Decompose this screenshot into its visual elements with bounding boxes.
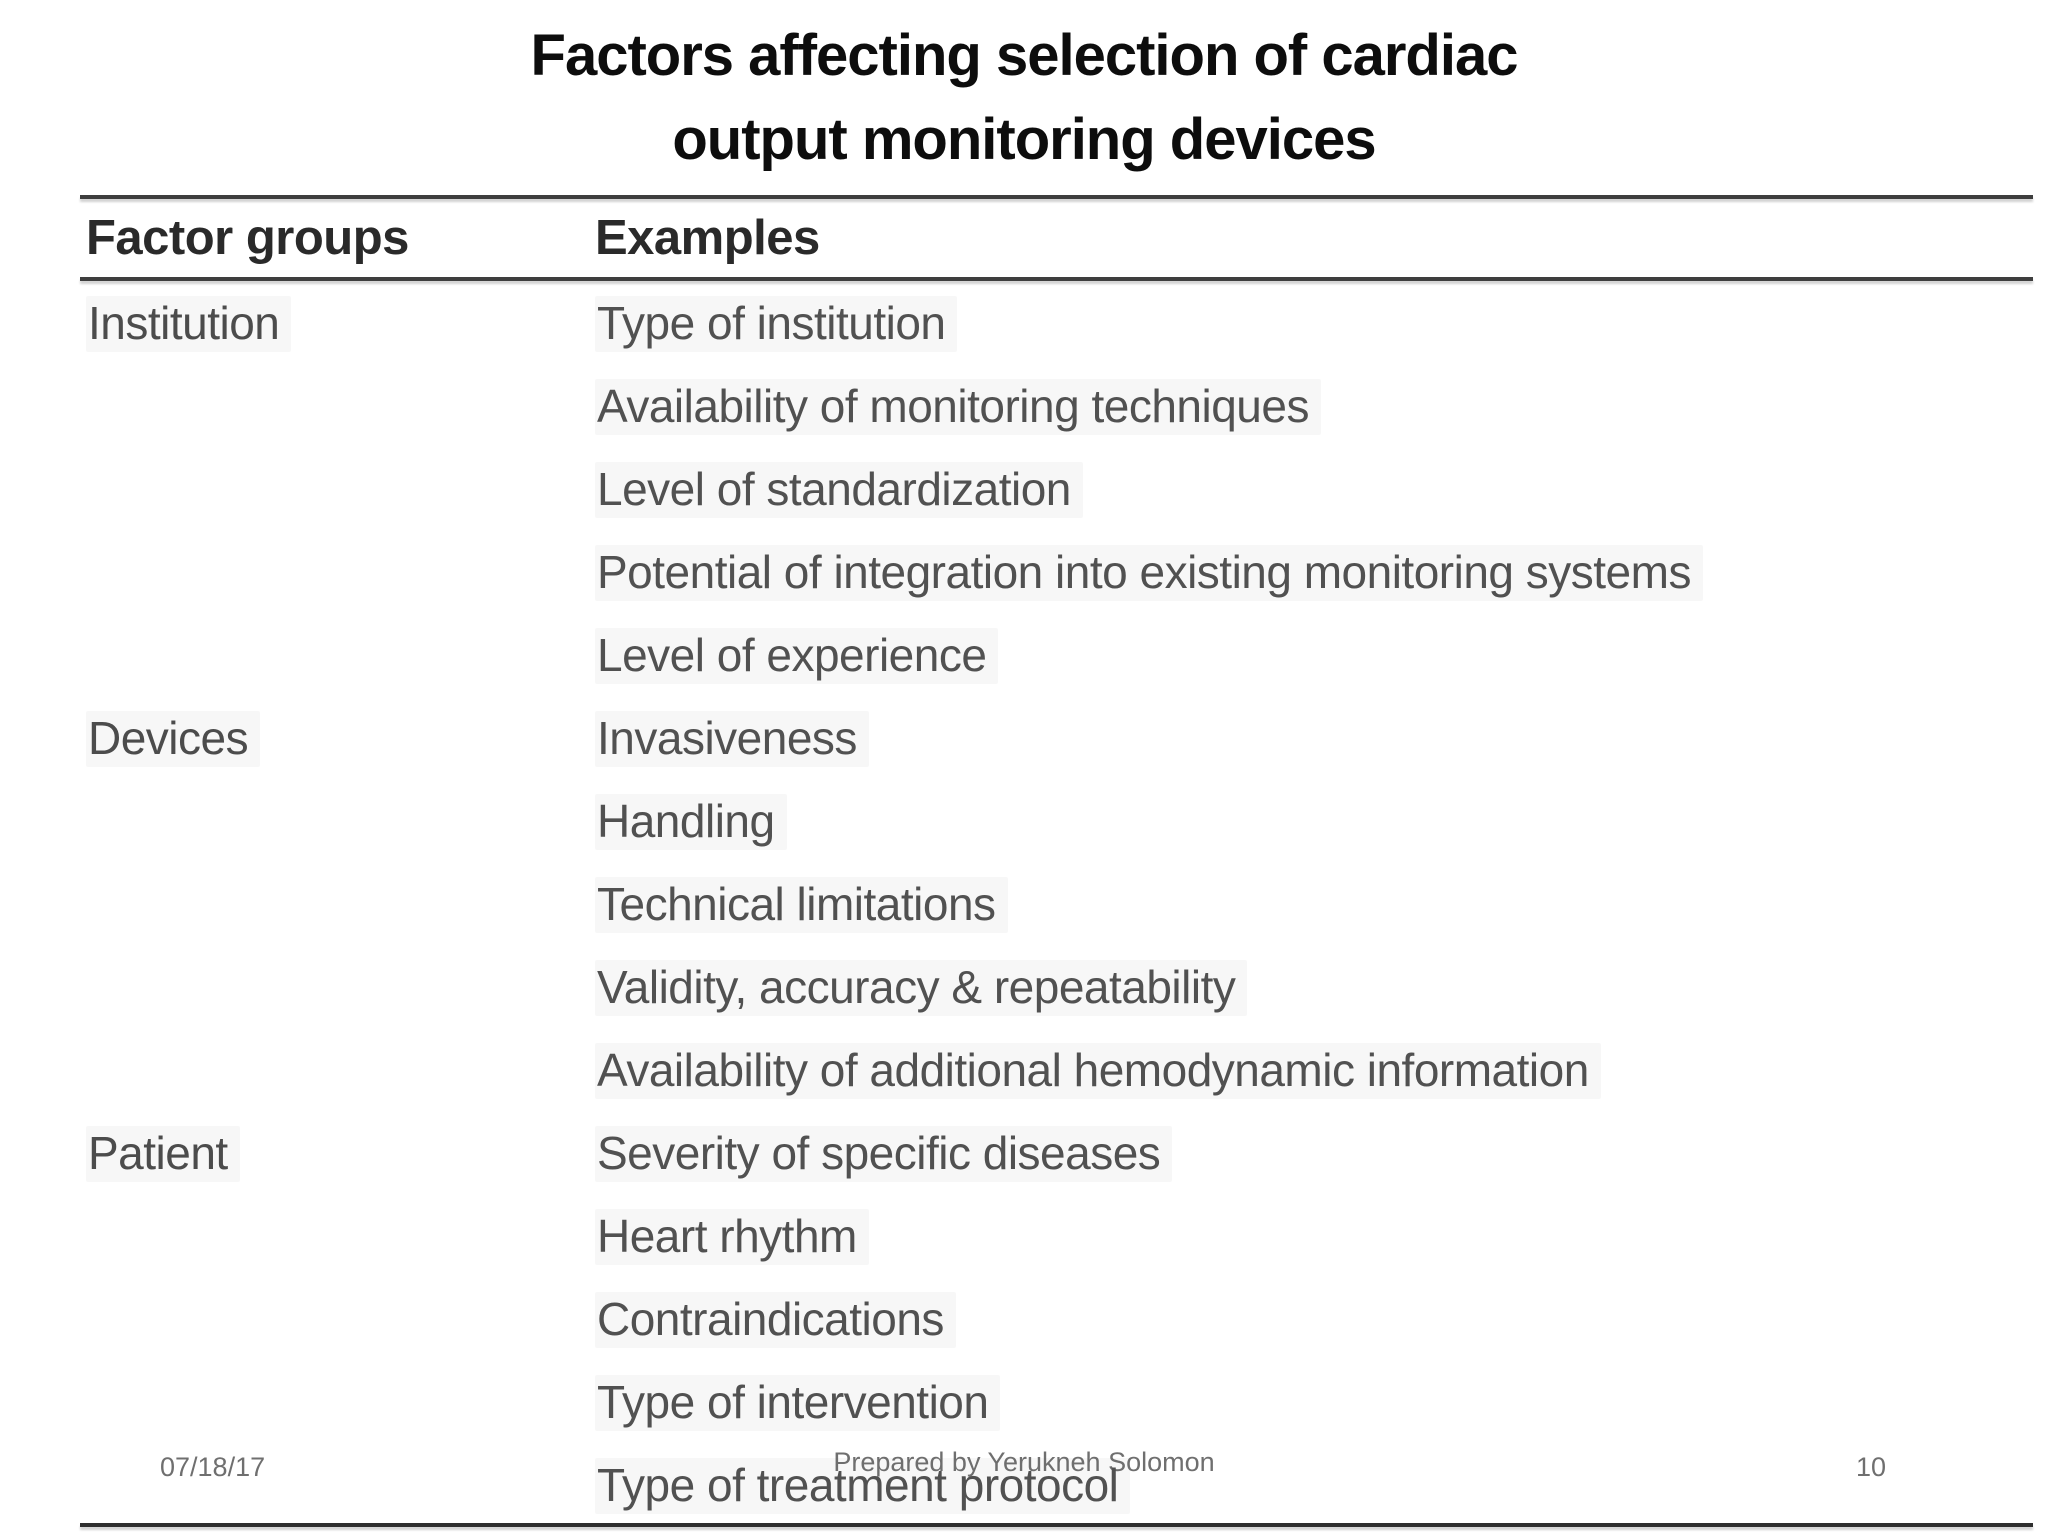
slide-title-line-1: Factors affecting selection of cardiac (530, 23, 1519, 88)
example-cell: Availability of monitoring techniques (595, 378, 2033, 435)
footer-page-number: 10 (1855, 1452, 1886, 1482)
table-row: Type of treatment protocol (80, 1443, 2033, 1526)
example-label: Handling (595, 793, 787, 850)
table-row: Level of experience (80, 613, 2033, 696)
column-header-examples: Examples (595, 211, 820, 265)
factor-group-cell: Patient (80, 1125, 595, 1182)
table-body: Institution Type of institution Availabi… (80, 281, 2033, 1526)
table-row: Level of standardization (80, 447, 2033, 530)
table-rule-top (80, 195, 2033, 199)
example-label: Type of treatment protocol (595, 1457, 1131, 1514)
example-label: Level of standardization (595, 461, 1083, 518)
example-label: Type of intervention (595, 1374, 1001, 1431)
example-cell: Validity, accuracy & repeatability (595, 959, 2033, 1016)
table-row: Technical limitations (80, 862, 2033, 945)
example-cell: Potential of integration into existing m… (595, 544, 2033, 601)
example-label: Technical limitations (595, 876, 1008, 933)
factor-group-label: Patient (86, 1125, 240, 1182)
factor-group-label: Devices (86, 710, 261, 767)
column-header-factor-groups: Factor groups (86, 211, 409, 265)
example-cell: Level of standardization (595, 461, 2033, 518)
example-cell: Handling (595, 793, 2033, 850)
table-row: Contraindications (80, 1277, 2033, 1360)
footer-credit: Prepared by Yerukneh Solomon (833, 1447, 1215, 1477)
example-label: Availability of additional hemodynamic i… (595, 1042, 1601, 1099)
example-label: Invasiveness (595, 710, 869, 767)
table-rule-bottom (80, 1523, 2033, 1527)
example-label: Potential of integration into existing m… (595, 544, 1703, 601)
example-cell: Invasiveness (595, 710, 2033, 767)
example-label: Validity, accuracy & repeatability (595, 959, 1248, 1016)
example-cell: Heart rhythm (595, 1208, 2033, 1265)
example-cell: Contraindications (595, 1291, 2033, 1348)
table-row: Potential of integration into existing m… (80, 530, 2033, 613)
example-cell: Type of institution (595, 295, 2033, 352)
example-label: Availability of monitoring techniques (595, 378, 1321, 435)
slide-title-line-2: output monitoring devices (672, 107, 1376, 173)
example-label: Severity of specific diseases (595, 1125, 1173, 1182)
table-row: Institution Type of institution (80, 281, 2033, 364)
example-label: Level of experience (595, 627, 999, 684)
table-header-row: Factor groups Examples (80, 199, 2033, 277)
example-cell: Availability of additional hemodynamic i… (595, 1042, 2033, 1099)
example-label: Heart rhythm (595, 1208, 869, 1265)
example-cell: Level of experience (595, 627, 2033, 684)
example-cell: Type of treatment protocol (595, 1457, 2033, 1514)
table-row: Availability of additional hemodynamic i… (80, 1028, 2033, 1111)
example-cell: Severity of specific diseases (595, 1125, 2033, 1182)
footer-date: 07/18/17 (160, 1452, 266, 1482)
table-row: Availability of monitoring techniques (80, 364, 2033, 447)
example-cell: Type of intervention (595, 1374, 2033, 1431)
table-row: Patient Severity of specific diseases (80, 1111, 2033, 1194)
factor-group-cell: Institution (80, 295, 595, 352)
table-row: Type of intervention (80, 1360, 2033, 1443)
table-row: Heart rhythm (80, 1194, 2033, 1277)
table-row: Devices Invasiveness (80, 696, 2033, 779)
table-row: Handling (80, 779, 2033, 862)
example-label: Contraindications (595, 1291, 956, 1348)
factor-group-label: Institution (86, 295, 292, 352)
example-cell: Technical limitations (595, 876, 2033, 933)
table-row: Validity, accuracy & repeatability (80, 945, 2033, 1028)
example-label: Type of institution (595, 295, 958, 352)
slide-title: Factors affecting selection of cardiac o… (0, 14, 2048, 182)
table-rule-header-bottom (80, 277, 2033, 281)
factor-group-cell: Devices (80, 710, 595, 767)
